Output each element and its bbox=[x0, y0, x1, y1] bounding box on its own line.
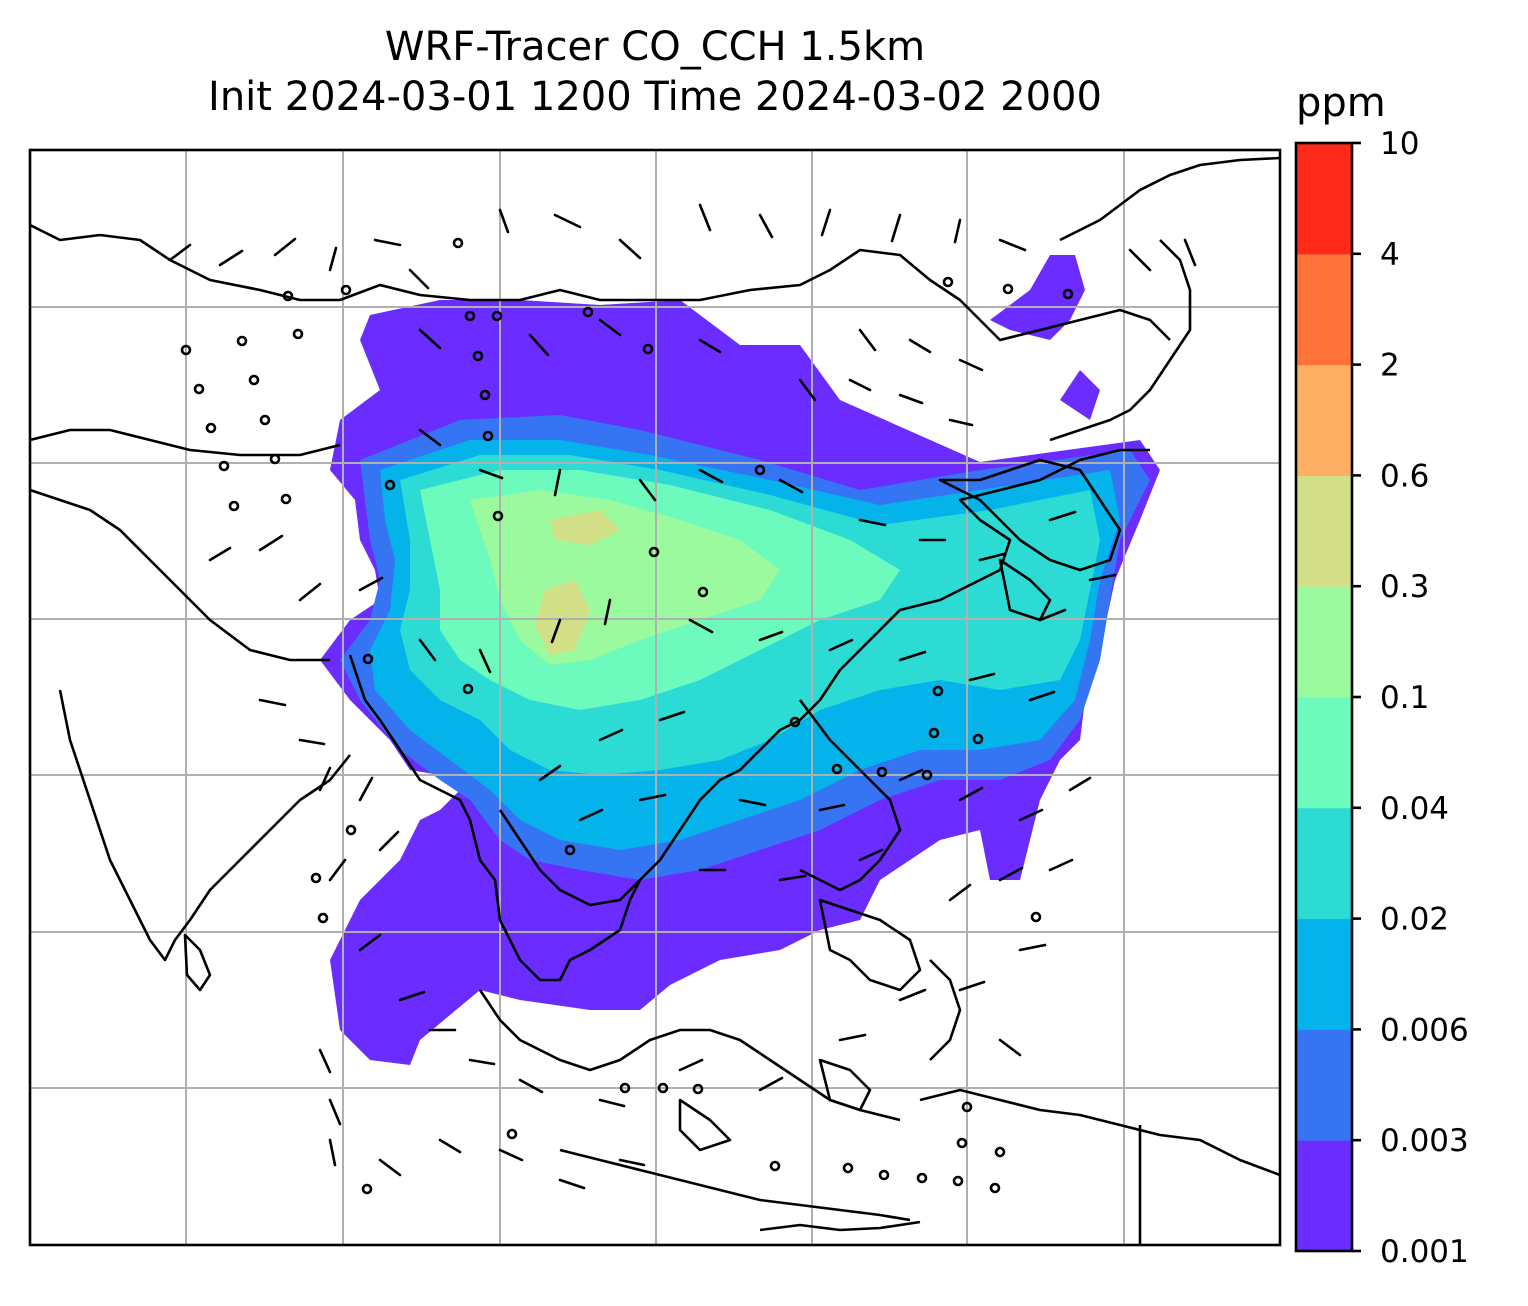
field-level-1-north bbox=[990, 255, 1085, 340]
colorbar-tick-label-9: 4 bbox=[1380, 237, 1400, 273]
colorbar-tick-label-5: 0.1 bbox=[1380, 680, 1429, 716]
plot-title: WRF-Tracer CO_CCH 1.5km Init 2024-03-01 … bbox=[30, 22, 1280, 122]
colorbar-band-4 bbox=[1296, 697, 1352, 809]
colorbar-tick-label-8: 2 bbox=[1380, 348, 1400, 384]
colorbar-tick-label-1: 0.003 bbox=[1380, 1123, 1469, 1159]
title-line-1: WRF-Tracer CO_CCH 1.5km bbox=[384, 24, 926, 70]
colorbar-band-2 bbox=[1296, 918, 1352, 1030]
colorbar-band-5 bbox=[1296, 586, 1352, 698]
colorbar-tick-label-7: 0.6 bbox=[1380, 458, 1429, 494]
field-level-1-ne bbox=[1060, 370, 1100, 420]
colorbar-band-3 bbox=[1296, 807, 1352, 920]
map-panel bbox=[30, 150, 1280, 1245]
colorbar-tick-label-3: 0.02 bbox=[1380, 902, 1449, 938]
map-frame bbox=[28, 148, 1282, 1247]
colorbar-tick-label-6: 0.3 bbox=[1380, 569, 1429, 605]
colorbar: 0.001 0.003 0.006 0.02 0.04 0.1 0.3 0.6 2 4 10 bbox=[1294, 126, 1469, 1270]
coastlines bbox=[30, 156, 1280, 1245]
colorbar-band-6 bbox=[1296, 475, 1352, 587]
colorbar-tick-label-0: 0.001 bbox=[1380, 1234, 1469, 1270]
wind-barbs bbox=[168, 203, 1197, 1190]
tracer-field bbox=[320, 255, 1160, 1065]
colorbar-tick-label-2: 0.006 bbox=[1380, 1012, 1469, 1048]
colorbar-tick-label-10: 10 bbox=[1380, 126, 1419, 162]
colorbar-tick-label-4: 0.04 bbox=[1380, 791, 1449, 827]
calm-markers bbox=[180, 237, 1074, 1195]
colorbar-band-7 bbox=[1296, 364, 1352, 476]
gridlines bbox=[30, 150, 1280, 1245]
colorbar-band-0 bbox=[1296, 1140, 1352, 1252]
colorbar-band-8 bbox=[1296, 253, 1352, 366]
colorbar-band-1 bbox=[1296, 1029, 1352, 1141]
colorbar-band-9 bbox=[1296, 143, 1352, 255]
title-line-2: Init 2024-03-01 1200 Time 2024-03-02 200… bbox=[208, 74, 1102, 120]
